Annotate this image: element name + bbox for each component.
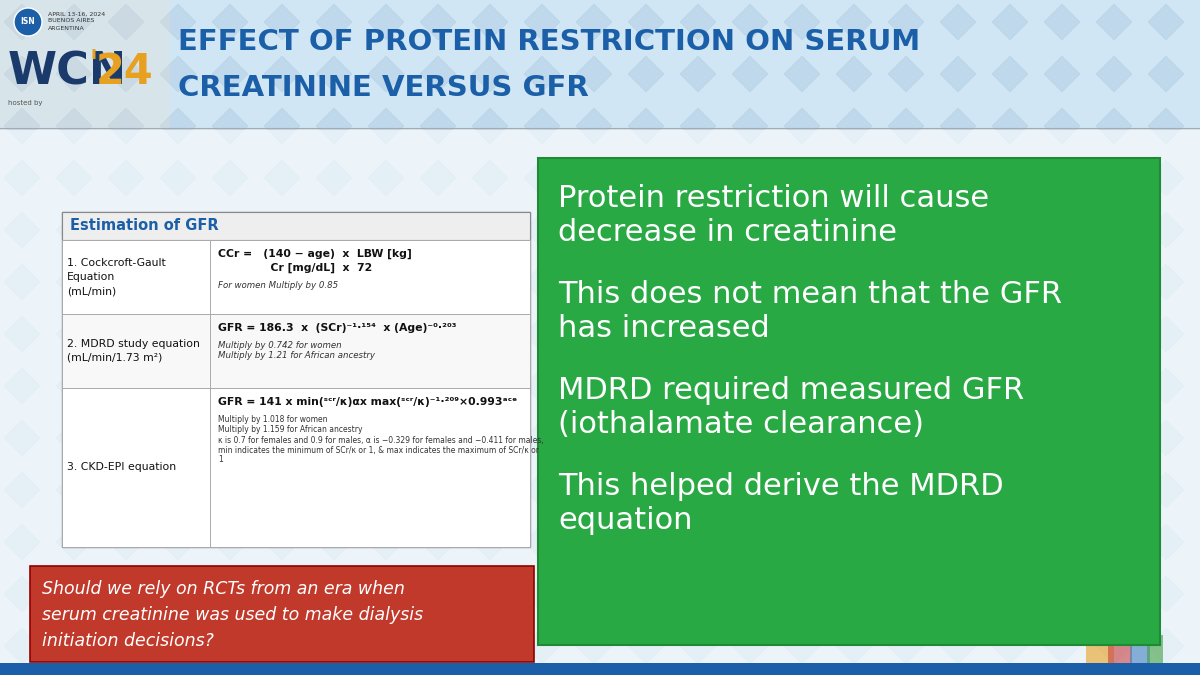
- Polygon shape: [160, 576, 196, 612]
- FancyBboxPatch shape: [62, 212, 530, 547]
- Polygon shape: [420, 368, 456, 404]
- Polygon shape: [1148, 628, 1184, 664]
- Polygon shape: [4, 264, 40, 300]
- Polygon shape: [940, 472, 976, 508]
- Polygon shape: [4, 368, 40, 404]
- Polygon shape: [264, 212, 300, 248]
- Polygon shape: [420, 56, 456, 92]
- Polygon shape: [628, 264, 664, 300]
- Polygon shape: [576, 472, 612, 508]
- Polygon shape: [628, 368, 664, 404]
- Polygon shape: [56, 472, 92, 508]
- Polygon shape: [472, 472, 508, 508]
- Polygon shape: [628, 472, 664, 508]
- Polygon shape: [524, 368, 560, 404]
- Polygon shape: [836, 212, 872, 248]
- Polygon shape: [472, 524, 508, 560]
- Polygon shape: [680, 576, 716, 612]
- Polygon shape: [524, 160, 560, 196]
- Polygon shape: [680, 472, 716, 508]
- Text: APRIL 13-16, 2024: APRIL 13-16, 2024: [48, 11, 106, 16]
- Polygon shape: [264, 368, 300, 404]
- Polygon shape: [628, 212, 664, 248]
- Polygon shape: [1148, 524, 1184, 560]
- Polygon shape: [524, 316, 560, 352]
- Polygon shape: [108, 368, 144, 404]
- Polygon shape: [160, 56, 196, 92]
- Polygon shape: [940, 264, 976, 300]
- Polygon shape: [160, 212, 196, 248]
- Polygon shape: [836, 420, 872, 456]
- Polygon shape: [888, 56, 924, 92]
- Polygon shape: [992, 316, 1028, 352]
- Polygon shape: [472, 420, 508, 456]
- Polygon shape: [1096, 420, 1132, 456]
- Polygon shape: [1044, 264, 1080, 300]
- Polygon shape: [472, 576, 508, 612]
- Polygon shape: [368, 212, 404, 248]
- Polygon shape: [836, 56, 872, 92]
- Polygon shape: [368, 4, 404, 40]
- Polygon shape: [1096, 628, 1132, 664]
- Polygon shape: [1044, 316, 1080, 352]
- Polygon shape: [1096, 108, 1132, 144]
- Polygon shape: [264, 420, 300, 456]
- Polygon shape: [732, 628, 768, 664]
- Polygon shape: [680, 56, 716, 92]
- Polygon shape: [264, 524, 300, 560]
- Polygon shape: [1148, 212, 1184, 248]
- Polygon shape: [940, 576, 976, 612]
- Polygon shape: [368, 524, 404, 560]
- Polygon shape: [576, 524, 612, 560]
- Polygon shape: [784, 420, 820, 456]
- Polygon shape: [1148, 56, 1184, 92]
- Polygon shape: [940, 368, 976, 404]
- Polygon shape: [992, 56, 1028, 92]
- Polygon shape: [472, 4, 508, 40]
- Text: min indicates the minimum of SCr/κ or 1, & max indicates the maximum of SCr/κ or: min indicates the minimum of SCr/κ or 1,…: [218, 446, 539, 454]
- Text: 24: 24: [96, 51, 154, 93]
- Polygon shape: [160, 160, 196, 196]
- FancyBboxPatch shape: [538, 158, 1160, 645]
- Polygon shape: [940, 56, 976, 92]
- Text: This does not mean that the GFR: This does not mean that the GFR: [558, 280, 1062, 309]
- Polygon shape: [992, 628, 1028, 664]
- Polygon shape: [1096, 576, 1132, 612]
- Text: initiation decisions?: initiation decisions?: [42, 632, 214, 650]
- Polygon shape: [212, 368, 248, 404]
- Polygon shape: [160, 420, 196, 456]
- Polygon shape: [628, 524, 664, 560]
- Polygon shape: [992, 420, 1028, 456]
- Polygon shape: [1148, 264, 1184, 300]
- Text: Cr [mg/dL]  x  72: Cr [mg/dL] x 72: [218, 263, 372, 273]
- Text: equation: equation: [558, 506, 692, 535]
- Polygon shape: [940, 108, 976, 144]
- Text: GFR = 186.3  x  (SCr)⁻¹·¹⁵⁴  x (Age)⁻⁰·²⁰³: GFR = 186.3 x (SCr)⁻¹·¹⁵⁴ x (Age)⁻⁰·²⁰³: [218, 323, 456, 333]
- Polygon shape: [888, 420, 924, 456]
- Polygon shape: [316, 628, 352, 664]
- Polygon shape: [888, 524, 924, 560]
- Polygon shape: [836, 4, 872, 40]
- Polygon shape: [992, 472, 1028, 508]
- FancyBboxPatch shape: [0, 130, 1200, 675]
- Polygon shape: [1148, 160, 1184, 196]
- Polygon shape: [784, 472, 820, 508]
- Polygon shape: [264, 576, 300, 612]
- Polygon shape: [784, 108, 820, 144]
- Polygon shape: [576, 368, 612, 404]
- Polygon shape: [212, 472, 248, 508]
- Polygon shape: [888, 628, 924, 664]
- Polygon shape: [888, 160, 924, 196]
- Polygon shape: [316, 316, 352, 352]
- Polygon shape: [56, 108, 92, 144]
- Polygon shape: [888, 264, 924, 300]
- Polygon shape: [368, 420, 404, 456]
- Polygon shape: [316, 420, 352, 456]
- Polygon shape: [472, 160, 508, 196]
- Polygon shape: [524, 524, 560, 560]
- Polygon shape: [108, 160, 144, 196]
- Polygon shape: [836, 628, 872, 664]
- Polygon shape: [992, 264, 1028, 300]
- FancyBboxPatch shape: [62, 314, 530, 388]
